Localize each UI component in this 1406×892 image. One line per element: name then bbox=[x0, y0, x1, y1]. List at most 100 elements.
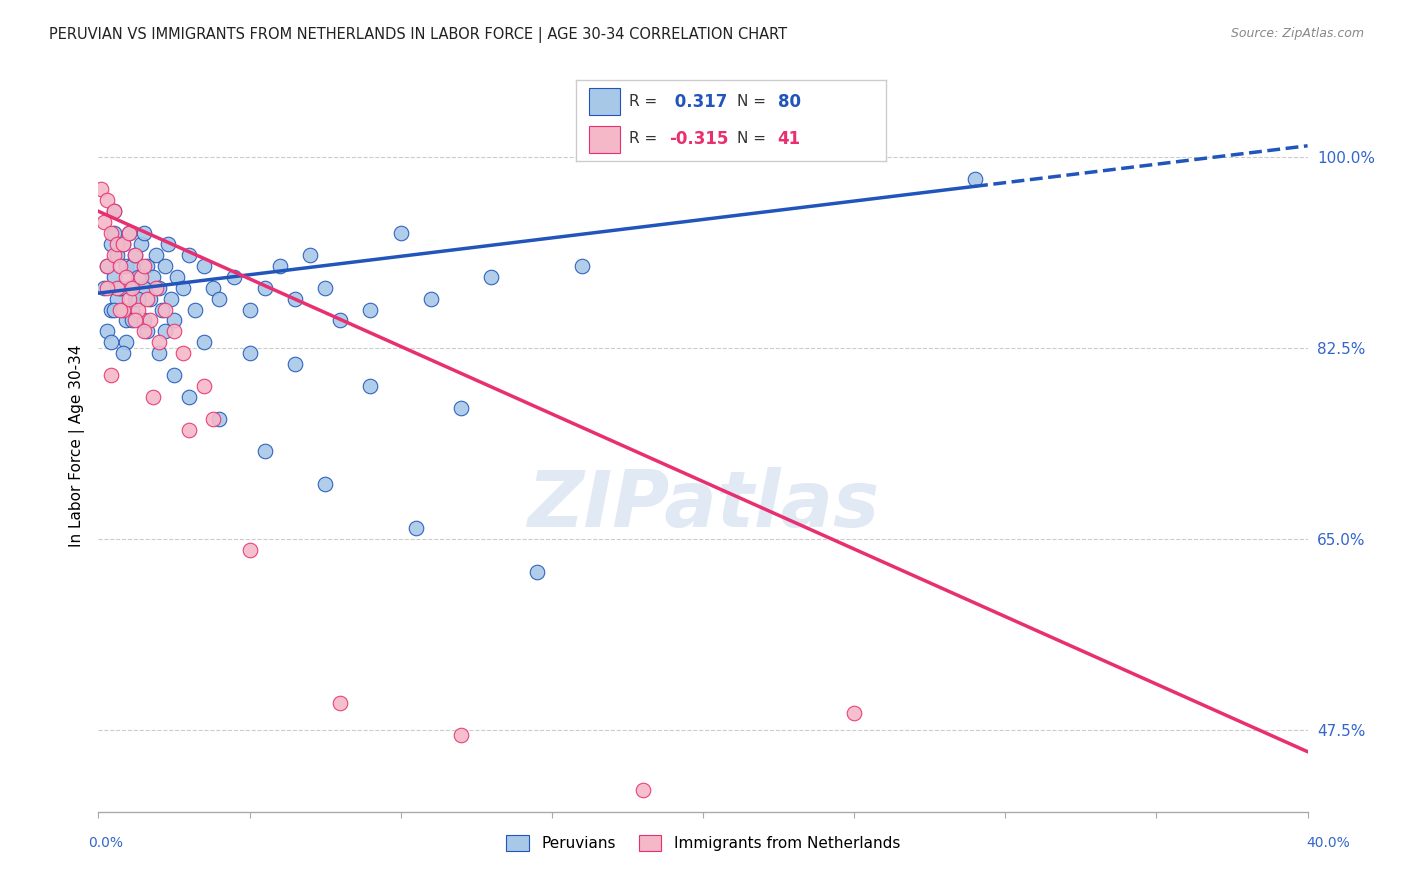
Point bbox=[124, 313, 146, 327]
Point bbox=[96, 281, 118, 295]
Point bbox=[420, 292, 443, 306]
Text: 40.0%: 40.0% bbox=[1306, 836, 1351, 850]
Point bbox=[148, 346, 170, 360]
Point bbox=[135, 259, 157, 273]
Point bbox=[139, 292, 162, 306]
Point bbox=[179, 390, 201, 404]
Point bbox=[127, 302, 149, 317]
Text: 41: 41 bbox=[778, 130, 800, 148]
Point bbox=[184, 302, 207, 317]
Point bbox=[450, 728, 472, 742]
Point bbox=[150, 302, 173, 317]
Bar bbox=[589, 126, 620, 153]
Point bbox=[100, 368, 122, 382]
Point bbox=[103, 204, 125, 219]
Point bbox=[179, 423, 201, 437]
Point bbox=[239, 346, 262, 360]
Point bbox=[100, 335, 122, 350]
Point bbox=[100, 302, 122, 317]
Point bbox=[108, 259, 131, 273]
Point bbox=[526, 565, 548, 579]
Y-axis label: In Labor Force | Age 30-34: In Labor Force | Age 30-34 bbox=[69, 344, 84, 548]
Point bbox=[132, 324, 155, 338]
Point bbox=[127, 269, 149, 284]
Point bbox=[121, 259, 143, 273]
Point bbox=[571, 259, 593, 273]
Point bbox=[93, 215, 115, 229]
Point bbox=[844, 706, 866, 721]
Point bbox=[314, 281, 336, 295]
Point bbox=[163, 324, 186, 338]
Point bbox=[299, 248, 322, 262]
Point bbox=[111, 302, 134, 317]
Point bbox=[111, 237, 134, 252]
Point bbox=[284, 292, 307, 306]
Point bbox=[96, 259, 118, 273]
Point bbox=[90, 182, 112, 196]
Text: PERUVIAN VS IMMIGRANTS FROM NETHERLANDS IN LABOR FORCE | AGE 30-34 CORRELATION C: PERUVIAN VS IMMIGRANTS FROM NETHERLANDS … bbox=[49, 27, 787, 43]
Text: Source: ZipAtlas.com: Source: ZipAtlas.com bbox=[1230, 27, 1364, 40]
Point bbox=[114, 335, 136, 350]
Point bbox=[124, 248, 146, 262]
Point bbox=[121, 313, 143, 327]
Point bbox=[121, 302, 143, 317]
Point bbox=[132, 226, 155, 240]
Point bbox=[103, 269, 125, 284]
Point bbox=[450, 401, 472, 415]
Point bbox=[163, 368, 186, 382]
Point bbox=[111, 237, 134, 252]
Text: ZIPatlas: ZIPatlas bbox=[527, 467, 879, 542]
Point bbox=[124, 292, 146, 306]
Point bbox=[127, 292, 149, 306]
Point bbox=[105, 248, 128, 262]
Point bbox=[389, 226, 412, 240]
Point bbox=[114, 269, 136, 284]
Point bbox=[253, 281, 276, 295]
Point bbox=[360, 302, 382, 317]
Point bbox=[132, 313, 155, 327]
Point bbox=[135, 292, 157, 306]
Text: N =: N = bbox=[737, 131, 770, 146]
Point bbox=[96, 194, 118, 208]
Point bbox=[129, 269, 152, 284]
Point bbox=[329, 313, 352, 327]
Text: R =: R = bbox=[628, 95, 662, 110]
Point bbox=[108, 281, 131, 295]
Point bbox=[193, 335, 215, 350]
Point bbox=[172, 346, 194, 360]
Point bbox=[105, 292, 128, 306]
Point bbox=[965, 171, 987, 186]
Point bbox=[111, 302, 134, 317]
Point bbox=[145, 248, 167, 262]
Point bbox=[239, 302, 262, 317]
Point bbox=[135, 324, 157, 338]
Bar bbox=[589, 88, 620, 115]
Point bbox=[481, 269, 503, 284]
Point bbox=[224, 269, 246, 284]
Point bbox=[179, 248, 201, 262]
Point bbox=[114, 259, 136, 273]
Text: R =: R = bbox=[628, 131, 662, 146]
Point bbox=[253, 444, 276, 458]
Point bbox=[105, 237, 128, 252]
Text: -0.315: -0.315 bbox=[669, 130, 728, 148]
Point bbox=[284, 357, 307, 371]
Point bbox=[118, 226, 141, 240]
Point bbox=[208, 411, 231, 425]
Text: N =: N = bbox=[737, 95, 770, 110]
Point bbox=[142, 390, 165, 404]
Point bbox=[202, 281, 225, 295]
Point bbox=[314, 477, 336, 491]
Point bbox=[148, 281, 170, 295]
Point bbox=[153, 259, 176, 273]
Point bbox=[103, 204, 125, 219]
Point bbox=[118, 226, 141, 240]
Point bbox=[153, 324, 176, 338]
Point bbox=[193, 379, 215, 393]
Point bbox=[163, 313, 186, 327]
Point bbox=[93, 281, 115, 295]
Point bbox=[118, 292, 141, 306]
Point bbox=[103, 302, 125, 317]
Point bbox=[202, 411, 225, 425]
Point bbox=[118, 281, 141, 295]
